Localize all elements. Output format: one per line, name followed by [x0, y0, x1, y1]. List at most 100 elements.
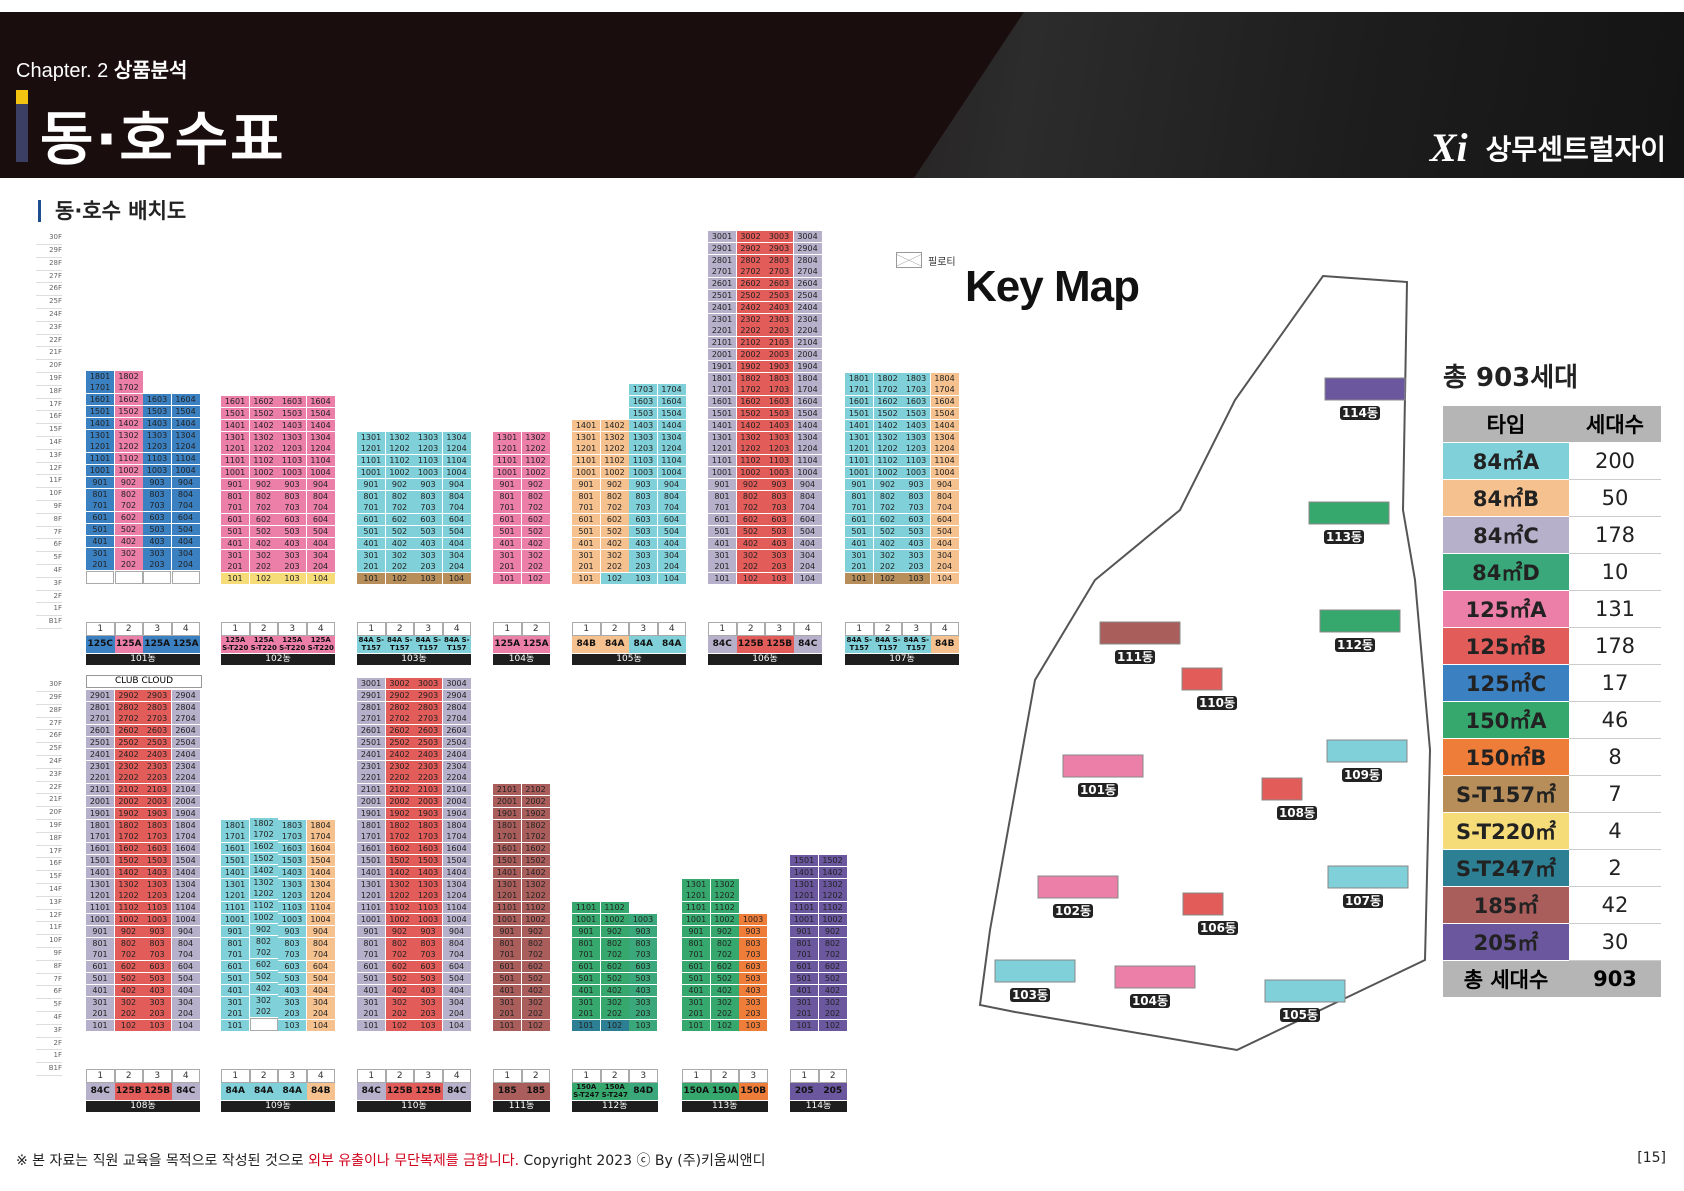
unit-cell: 2102 — [521, 784, 550, 796]
unit-cell: 2301 — [708, 313, 736, 325]
unit-cell: 501 — [845, 526, 873, 537]
unit-cell: 1404 — [657, 419, 686, 431]
unit-cell: 3003 — [414, 678, 442, 690]
unit-cell: 1801 — [845, 372, 873, 384]
unit-cell: 502 — [873, 526, 902, 537]
map-label-bg — [1198, 921, 1238, 935]
unit-cell: 301 — [708, 549, 736, 561]
unit-number: 4 — [930, 622, 959, 636]
unit-number: 1 — [493, 1069, 522, 1083]
unit-cell — [143, 571, 171, 585]
unit-cell: 1203 — [143, 890, 171, 902]
unit-type-row: 1 84A S-T157 2 84A S-T157 3 84A S-T157 4 84B — [845, 622, 959, 653]
unit-cell: 1403 — [278, 866, 306, 878]
map-building-block — [1182, 892, 1224, 916]
unit-cell: 904 — [306, 925, 335, 937]
unit-cell: 702 — [600, 502, 629, 514]
legend-type: 185㎡ — [1443, 886, 1569, 924]
unit-type: 84C — [793, 636, 822, 653]
unit-cell: 2601 — [708, 278, 736, 290]
unit-cell: 1404 — [306, 419, 335, 431]
unit-column: 102 202 302 402 502 602 702 802 902 1002 1102 — [600, 901, 629, 1032]
unit-cell: 2303 — [143, 760, 171, 772]
unit-cell: 202 — [249, 561, 278, 573]
legend-count: 46 — [1569, 701, 1661, 739]
unit-cell: 1503 — [629, 408, 657, 420]
unit-cell: 2501 — [708, 290, 736, 302]
unit-cell: 803 — [629, 937, 657, 949]
unit-cell: 202 — [736, 561, 765, 573]
header-gradient — [914, 12, 1684, 178]
unit-column: 101 201 301 401 501 601 701 801 901 1001 1101 1201 1… — [221, 819, 249, 1032]
unit-type: 125A S-T220 — [306, 636, 335, 653]
unit-column: 202 302 402 502 602 702 802 902 1002 1102 1202 1302… — [249, 817, 278, 1032]
unit-cell: 102 — [385, 573, 414, 585]
unit-cell: 1401 — [845, 419, 873, 431]
unit-type: 125B — [736, 636, 765, 653]
floor-label: 28F — [36, 258, 62, 271]
unit-cell: 1001 — [572, 914, 600, 926]
legend-type: S-T247㎡ — [1443, 849, 1569, 887]
unit-cell: 2902 — [736, 242, 765, 254]
unit-cell: 504 — [793, 526, 822, 537]
unit-cell: 1401 — [357, 866, 385, 878]
unit-cell: 1603 — [143, 394, 171, 406]
unit-cell: 1203 — [143, 441, 171, 453]
unit-cell: 1003 — [414, 914, 442, 926]
unit-type: 185 — [521, 1083, 550, 1100]
floor-label: 25F — [36, 743, 62, 756]
unit-cell: 2602 — [385, 725, 414, 737]
unit-cell: 1402 — [114, 417, 143, 429]
unit-cell: 1302 — [873, 431, 902, 443]
unit-number: 1 — [845, 622, 874, 636]
unit-cell: 1604 — [793, 396, 822, 408]
unit-cell: 201 — [493, 561, 521, 573]
unit-cell: 1301 — [493, 878, 521, 890]
unit-column: 102 202 302 402 502 602 702 802 902 1002 1102 1202 1… — [736, 230, 765, 585]
unit-column: 103 203 303 403 503 603 703 803 903 1003 1103 1203 1… — [278, 395, 306, 585]
unit-cell: 1101 — [357, 455, 385, 467]
unit-number: 2 — [873, 622, 902, 636]
map-building-block — [1319, 609, 1401, 633]
unit-cell: 2604 — [171, 725, 200, 737]
unit-number: 1 — [357, 1069, 386, 1083]
floor-axis: 30F 29F 28F 27F 26F 25F 24F 23F 22F 21F 20F 19F 18F 1… — [36, 232, 62, 629]
unit-cell: 1503 — [143, 855, 171, 867]
unit-cell: 503 — [629, 526, 657, 537]
unit-cell: 701 — [572, 949, 600, 961]
unit-cell: 703 — [414, 502, 442, 514]
unit-type: 125A — [521, 636, 550, 653]
unit-cell: 301 — [221, 549, 249, 561]
unit-cell: 701 — [572, 502, 600, 514]
unit-cell: 704 — [657, 502, 686, 514]
unit-cell: 1804 — [306, 819, 335, 831]
map-label-bg — [1115, 650, 1155, 664]
unit-cell: 802 — [385, 490, 414, 502]
unit-cell: 2502 — [114, 737, 143, 749]
unit-cell: 2202 — [736, 325, 765, 337]
unit-cell: 804 — [171, 488, 200, 500]
chapter-label: Chapter. 2 상품분석 — [16, 54, 187, 83]
unit-cell: 601 — [682, 961, 710, 973]
brand: Xi 상무센트럴자이 — [1430, 124, 1666, 171]
unit-cell: 201 — [357, 1008, 385, 1020]
unit-cell: 702 — [114, 949, 143, 961]
unit-column: 103 203 303 403 503 603 703 803 903 1003 1103 1203 1… — [765, 230, 793, 585]
unit-cell: 1504 — [306, 408, 335, 420]
unit-cell: 404 — [171, 984, 200, 996]
unit-cell: 1002 — [385, 914, 414, 926]
unit-cell: 903 — [629, 925, 657, 937]
unit-cell: 2303 — [765, 313, 793, 325]
unit-number: 2 — [114, 622, 143, 636]
unit-cell: 1202 — [114, 890, 143, 902]
floor-label: 17F — [36, 399, 62, 412]
unit-cell: 301 — [86, 547, 114, 559]
unit-cell: 1501 — [221, 408, 249, 420]
unit-cell: 1602 — [385, 843, 414, 855]
map-building-block — [1261, 777, 1303, 801]
unit-type: 125A S-T220 — [221, 636, 250, 653]
unit-cell: 503 — [414, 526, 442, 537]
unit-cell: 1803 — [143, 819, 171, 831]
unit-number: 1 — [357, 622, 386, 636]
unit-number: 3 — [629, 1069, 658, 1083]
